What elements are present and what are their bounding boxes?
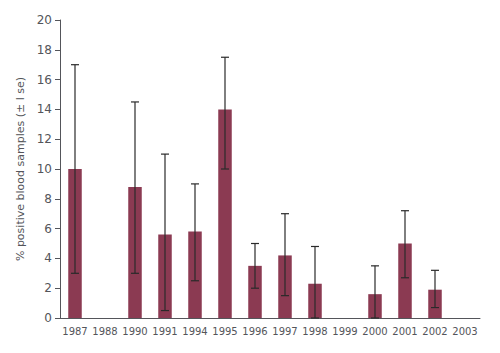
svg-text:1996: 1996 <box>242 326 267 337</box>
svg-text:1999: 1999 <box>332 326 357 337</box>
svg-text:1990: 1990 <box>122 326 147 337</box>
svg-text:1995: 1995 <box>212 326 237 337</box>
svg-text:1991: 1991 <box>152 326 177 337</box>
svg-text:8: 8 <box>44 192 52 206</box>
svg-text:2000: 2000 <box>362 326 387 337</box>
svg-text:1994: 1994 <box>182 326 207 337</box>
svg-text:10: 10 <box>37 162 52 176</box>
svg-text:20: 20 <box>37 13 52 27</box>
svg-text:2001: 2001 <box>392 326 417 337</box>
svg-text:1987: 1987 <box>62 326 87 337</box>
svg-text:2003: 2003 <box>452 326 477 337</box>
svg-text:1998: 1998 <box>302 326 327 337</box>
svg-text:0: 0 <box>44 311 52 325</box>
svg-text:6: 6 <box>44 222 52 236</box>
svg-text:2: 2 <box>44 281 52 295</box>
svg-text:2002: 2002 <box>422 326 447 337</box>
svg-text:16: 16 <box>37 73 52 87</box>
svg-text:1997: 1997 <box>272 326 297 337</box>
svg-text:1988: 1988 <box>92 326 117 337</box>
svg-text:4: 4 <box>44 251 52 265</box>
svg-text:18: 18 <box>37 43 52 57</box>
svg-text:12: 12 <box>37 132 52 146</box>
svg-text:14: 14 <box>37 102 52 116</box>
svg-text:% positive blood samples (± l: % positive blood samples (± l se) <box>14 77 27 261</box>
